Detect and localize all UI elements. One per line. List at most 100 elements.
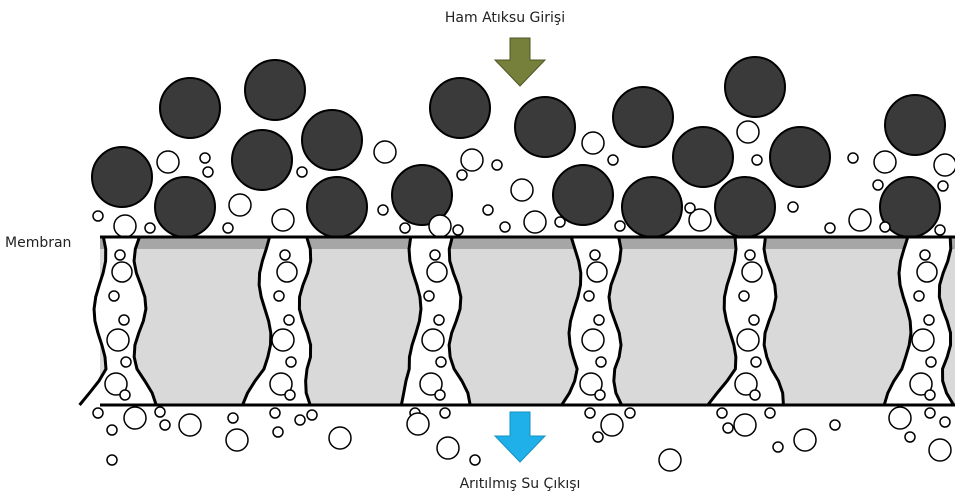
pore-particle [750, 390, 760, 400]
permeate-particle [830, 420, 840, 430]
small-particle [935, 225, 945, 235]
permeate-particle [107, 425, 117, 435]
permeate-particle [794, 429, 816, 451]
small-particle [223, 223, 233, 233]
permeate-particle [440, 408, 450, 418]
feed-particles [92, 57, 955, 237]
permeate-particle [625, 408, 635, 418]
permeate-particle [93, 408, 103, 418]
pore-particle [121, 357, 131, 367]
solid-particle [770, 127, 830, 187]
pore-particle [925, 390, 935, 400]
small-particle [849, 209, 871, 231]
solid-particle [307, 177, 367, 237]
solid-particle [725, 57, 785, 117]
pore-particle [120, 390, 130, 400]
outlet-label: Arıtılmış Su Çıkışı [460, 476, 581, 492]
pore-particle [584, 291, 594, 301]
pore-particle [422, 329, 444, 351]
pore-particle [424, 291, 434, 301]
inlet-label: Ham Atıksu Girişi [445, 10, 565, 26]
solid-particle [673, 127, 733, 187]
permeate-particle [437, 437, 459, 459]
pore-particle [277, 262, 297, 282]
pore-particle [107, 329, 129, 351]
small-particle [229, 194, 251, 216]
pore-particle [112, 262, 132, 282]
solid-particle [92, 147, 152, 207]
pore-particle [737, 329, 759, 351]
pore-particle [119, 315, 129, 325]
pore-particle [115, 250, 125, 260]
pore-particle [924, 315, 934, 325]
small-particle [934, 154, 955, 176]
small-particle [582, 132, 604, 154]
permeate-particle [228, 413, 238, 423]
pore-particle [436, 357, 446, 367]
small-particle [848, 153, 858, 163]
permeate-particle [470, 455, 480, 465]
pore-particle [286, 357, 296, 367]
membrane-diagram: Ham Atıksu Girişi Membran Arıtılmış Su Ç… [0, 0, 955, 495]
membrane-skin [100, 237, 955, 249]
permeate-particle [585, 408, 595, 418]
permeate-particle [295, 415, 305, 425]
solid-particle [430, 78, 490, 138]
permeate-particle [270, 408, 280, 418]
membrane-body [100, 237, 955, 405]
small-particle [511, 179, 533, 201]
permeate-particle [160, 420, 170, 430]
small-particle [608, 155, 618, 165]
pore-particle [274, 291, 284, 301]
solid-particle [245, 60, 305, 120]
permeate-particle [717, 408, 727, 418]
small-particle [555, 217, 565, 227]
permeate-particle [107, 455, 117, 465]
small-particle [483, 205, 493, 215]
solid-particle [302, 110, 362, 170]
pore-particle [582, 329, 604, 351]
inlet-arrow [495, 38, 545, 86]
permeate-particle [765, 408, 775, 418]
small-particle [93, 211, 103, 221]
pore-particle [745, 250, 755, 260]
pore-particle [427, 262, 447, 282]
small-particle [752, 155, 762, 165]
pore-particle [109, 291, 119, 301]
small-particle [457, 170, 467, 180]
small-particle [825, 223, 835, 233]
permeate-particle [179, 414, 201, 436]
small-particle [203, 167, 213, 177]
pore-particle [434, 315, 444, 325]
pore-particle [739, 291, 749, 301]
pore-particle [280, 250, 290, 260]
permeate-particle [124, 407, 146, 429]
small-particle [114, 215, 136, 237]
permeate-particle [601, 414, 623, 436]
pore-particle [914, 291, 924, 301]
solid-particle [613, 87, 673, 147]
pore-particle [920, 250, 930, 260]
small-particle [737, 121, 759, 143]
pore-particle [285, 390, 295, 400]
pore-particle [926, 357, 936, 367]
pore-particle [435, 390, 445, 400]
pore-particle [272, 329, 294, 351]
small-particle [297, 167, 307, 177]
solid-particle [155, 177, 215, 237]
permeate-particle [593, 432, 603, 442]
small-particle [200, 153, 210, 163]
permeate-particle [407, 413, 429, 435]
solid-particle [232, 130, 292, 190]
small-particle [429, 215, 451, 237]
permeate-particle [925, 408, 935, 418]
small-particle [461, 149, 483, 171]
permeate-particle [273, 427, 283, 437]
small-particle [400, 223, 410, 233]
permeate-particle [889, 407, 911, 429]
small-particle [157, 151, 179, 173]
small-particle [615, 221, 625, 231]
pore-particle [749, 315, 759, 325]
small-particle [500, 222, 510, 232]
solid-particle [715, 177, 775, 237]
